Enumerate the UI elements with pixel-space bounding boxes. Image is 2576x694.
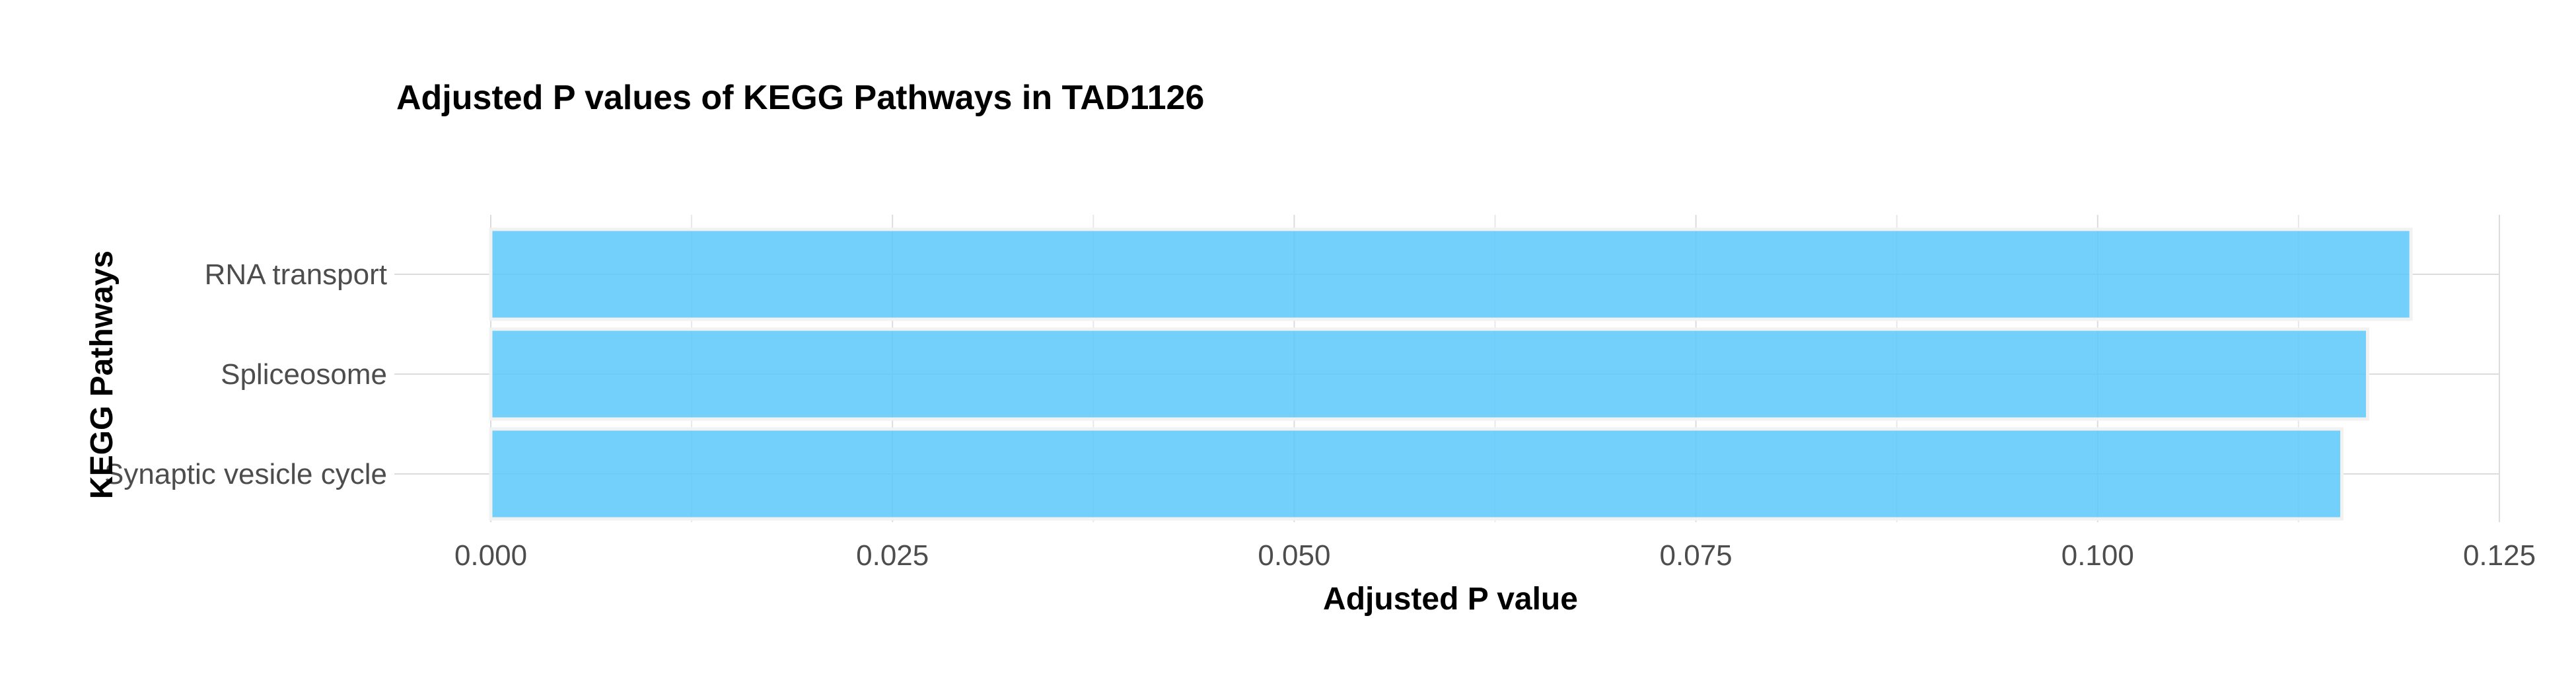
x-axis-title: Adjusted P value [1323,582,1578,617]
bar [489,427,2344,521]
x-tick-label: 0.075 [1660,539,1733,572]
x-tick-label: 0.050 [1258,539,1330,572]
bars [489,227,2413,521]
x-tick-labels: 0.000 0.025 0.050 0.075 0.100 0.125 [454,539,2536,572]
y-tick-label: Spliceosome [221,358,387,391]
y-tick-label: Synaptic vesicle cycle [104,458,387,490]
y-axis-title: KEGG Pathways [85,251,120,499]
x-tick-label: 0.100 [2061,539,2134,572]
y-tick-label: RNA transport [205,258,387,291]
bar [489,327,2370,421]
x-tick-label: 0.125 [2463,539,2536,572]
bar [489,227,2413,321]
x-tick-label: 0.000 [454,539,527,572]
chart-title: Adjusted P values of KEGG Pathways in TA… [396,79,1204,117]
y-tick-labels: RNA transport Spliceosome Synaptic vesicle… [104,258,387,490]
x-tick-label: 0.025 [856,539,929,572]
